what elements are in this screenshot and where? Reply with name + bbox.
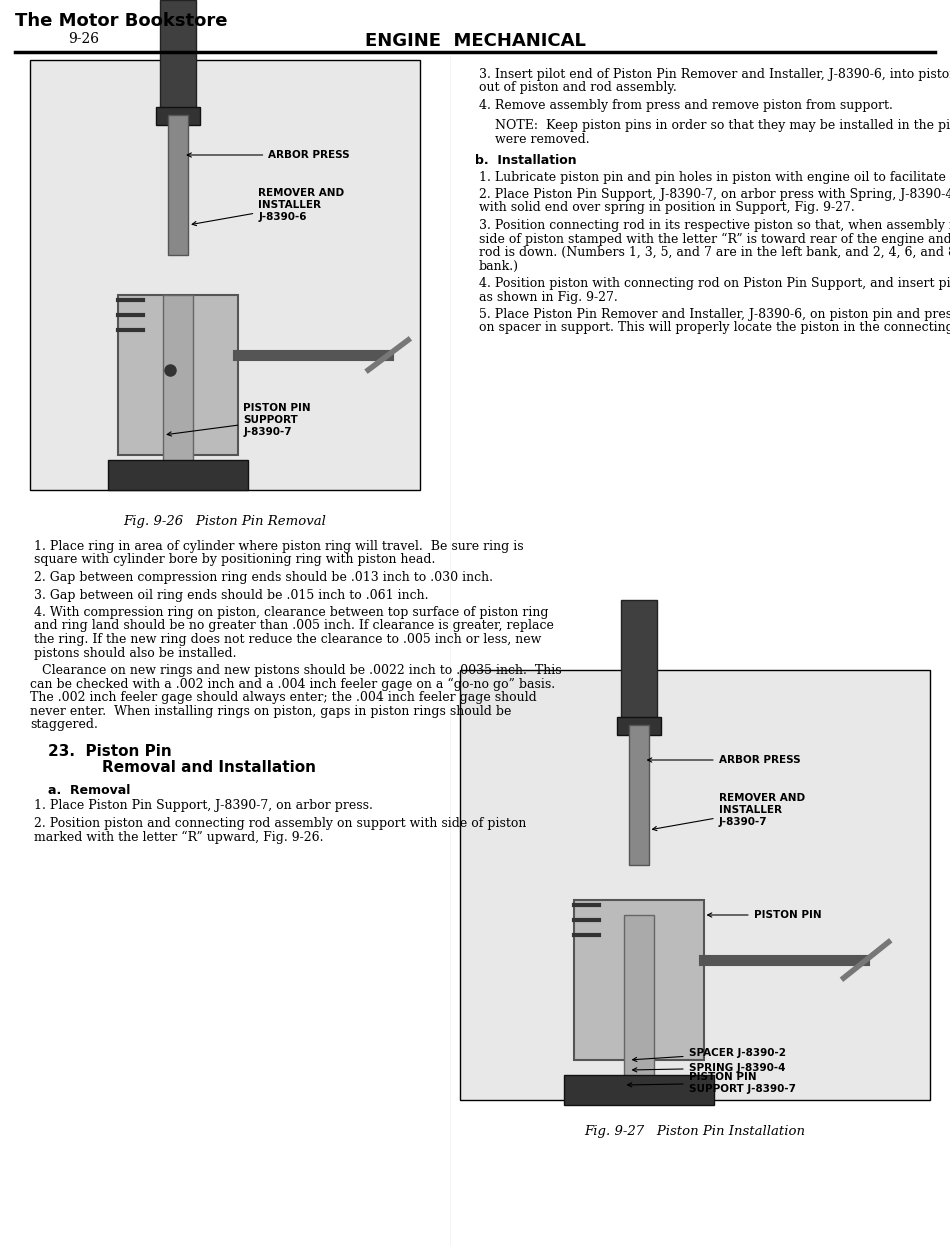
Bar: [161, 0, 197, 120]
Text: NOTE:  Keep piston pins in order so that they may be installed in the piston fro: NOTE: Keep piston pins in order so that …: [495, 119, 950, 133]
Text: 3. Position connecting rod in its respective piston so that, when assembly is in: 3. Position connecting rod in its respec…: [479, 219, 950, 232]
Text: pistons should also be installed.: pistons should also be installed.: [34, 646, 237, 660]
Bar: [118, 295, 238, 454]
Text: ENGINE  MECHANICAL: ENGINE MECHANICAL: [365, 33, 585, 50]
Text: 4. Position piston with connecting rod on Piston Pin Support, and insert piston : 4. Position piston with connecting rod o…: [479, 277, 950, 290]
Text: REMOVER AND
INSTALLER
J-8390-7: REMOVER AND INSTALLER J-8390-7: [653, 794, 805, 830]
Text: the ring. If the new ring does not reduce the clearance to .005 inch or less, ne: the ring. If the new ring does not reduc…: [34, 634, 541, 646]
Text: 4. With compression ring on piston, clearance between top surface of piston ring: 4. With compression ring on piston, clea…: [34, 606, 548, 618]
Text: 2. Gap between compression ring ends should be .013 inch to .030 inch.: 2. Gap between compression ring ends sho…: [34, 571, 493, 583]
Bar: [460, 670, 930, 1101]
Text: ARBOR PRESS: ARBOR PRESS: [187, 150, 350, 160]
Text: 9-26: 9-26: [68, 33, 99, 46]
Text: square with cylinder bore by positioning ring with piston head.: square with cylinder bore by positioning…: [34, 553, 435, 566]
Text: SPRING J-8390-4: SPRING J-8390-4: [633, 1063, 785, 1073]
Text: rod is down. (Numbers 1, 3, 5, and 7 are in the left bank, and 2, 4, 6, and 8 ar: rod is down. (Numbers 1, 3, 5, and 7 are…: [479, 245, 950, 259]
Text: 23.  Piston Pin: 23. Piston Pin: [48, 744, 172, 759]
Text: b.  Installation: b. Installation: [475, 154, 577, 168]
Text: Clearance on new rings and new pistons should be .0022 inch to .0035 inch.  This: Clearance on new rings and new pistons s…: [30, 664, 561, 677]
Text: The Motor Bookstore: The Motor Bookstore: [15, 13, 227, 30]
Text: 1. Place ring in area of cylinder where piston ring will travel.  Be sure ring i: 1. Place ring in area of cylinder where …: [34, 540, 523, 553]
Bar: [629, 725, 649, 865]
Text: PISTON PIN: PISTON PIN: [708, 910, 821, 920]
Text: 4. Remove assembly from press and remove piston from support.: 4. Remove assembly from press and remove…: [479, 99, 893, 111]
Text: 1. Lubricate piston pin and pin holes in piston with engine oil to facilitate in: 1. Lubricate piston pin and pin holes in…: [479, 170, 950, 184]
Text: can be checked with a .002 inch and a .004 inch feeler gage on a “go-no go” basi: can be checked with a .002 inch and a .0…: [30, 677, 555, 691]
Text: ARBOR PRESS: ARBOR PRESS: [648, 755, 800, 765]
Text: 3. Gap between oil ring ends should be .015 inch to .061 inch.: 3. Gap between oil ring ends should be .…: [34, 588, 428, 601]
Text: PISTON PIN
SUPPORT
J-8390-7: PISTON PIN SUPPORT J-8390-7: [167, 403, 311, 437]
Bar: [563, 1075, 713, 1106]
Text: 2. Place Piston Pin Support, J-8390-7, on arbor press with Spring, J-8390-4, and: 2. Place Piston Pin Support, J-8390-7, o…: [479, 188, 950, 202]
Text: bank.): bank.): [479, 259, 519, 273]
Bar: [574, 900, 704, 1060]
Text: never enter.  When installing rings on piston, gaps in piston rings should be: never enter. When installing rings on pi…: [30, 705, 511, 717]
Text: were removed.: were removed.: [495, 133, 590, 146]
Text: PISTON PIN
SUPPORT J-8390-7: PISTON PIN SUPPORT J-8390-7: [628, 1072, 795, 1094]
Text: staggered.: staggered.: [30, 717, 98, 731]
Text: and ring land should be no greater than .005 inch. If clearance is greater, repl: and ring land should be no greater than …: [34, 620, 554, 632]
Text: as shown in Fig. 9-27.: as shown in Fig. 9-27.: [479, 290, 618, 303]
Text: 5. Place Piston Pin Remover and Installer, J-8390-6, on piston pin and press pin: 5. Place Piston Pin Remover and Installe…: [479, 308, 950, 321]
Text: with solid end over spring in position in Support, Fig. 9-27.: with solid end over spring in position i…: [479, 202, 855, 214]
Text: on spacer in support. This will properly locate the piston in the connecting rod: on spacer in support. This will properly…: [479, 322, 950, 334]
Text: Fig. 9-26   Piston Pin Removal: Fig. 9-26 Piston Pin Removal: [124, 515, 327, 528]
Text: side of piston stamped with the letter “R” is toward rear of the engine and numb: side of piston stamped with the letter “…: [479, 233, 950, 245]
Bar: [30, 60, 420, 490]
Text: The .002 inch feeler gage should always enter; the .004 inch feeler gage should: The .002 inch feeler gage should always …: [30, 691, 537, 704]
Text: Fig. 9-27   Piston Pin Installation: Fig. 9-27 Piston Pin Installation: [584, 1126, 806, 1138]
Bar: [108, 459, 248, 490]
Text: out of piston and rod assembly.: out of piston and rod assembly.: [479, 81, 676, 94]
Bar: [156, 106, 200, 125]
Bar: [617, 717, 660, 735]
Bar: [627, 1050, 651, 1085]
Bar: [620, 600, 656, 730]
Text: 3. Insert pilot end of Piston Pin Remover and Installer, J-8390-6, into piston p: 3. Insert pilot end of Piston Pin Remove…: [479, 68, 950, 81]
Bar: [168, 115, 188, 255]
Bar: [623, 915, 654, 1085]
Bar: [163, 295, 193, 464]
Text: marked with the letter “R” upward, Fig. 9-26.: marked with the letter “R” upward, Fig. …: [34, 830, 324, 844]
Text: Removal and Installation: Removal and Installation: [60, 760, 316, 775]
Text: SPACER J-8390-2: SPACER J-8390-2: [633, 1048, 786, 1062]
Text: REMOVER AND
INSTALLER
J-8390-6: REMOVER AND INSTALLER J-8390-6: [192, 188, 344, 225]
Text: a.  Removal: a. Removal: [48, 784, 130, 796]
Text: 2. Position piston and connecting rod assembly on support with side of piston: 2. Position piston and connecting rod as…: [34, 818, 526, 830]
Text: 1. Place Piston Pin Support, J-8390-7, on arbor press.: 1. Place Piston Pin Support, J-8390-7, o…: [34, 800, 372, 813]
